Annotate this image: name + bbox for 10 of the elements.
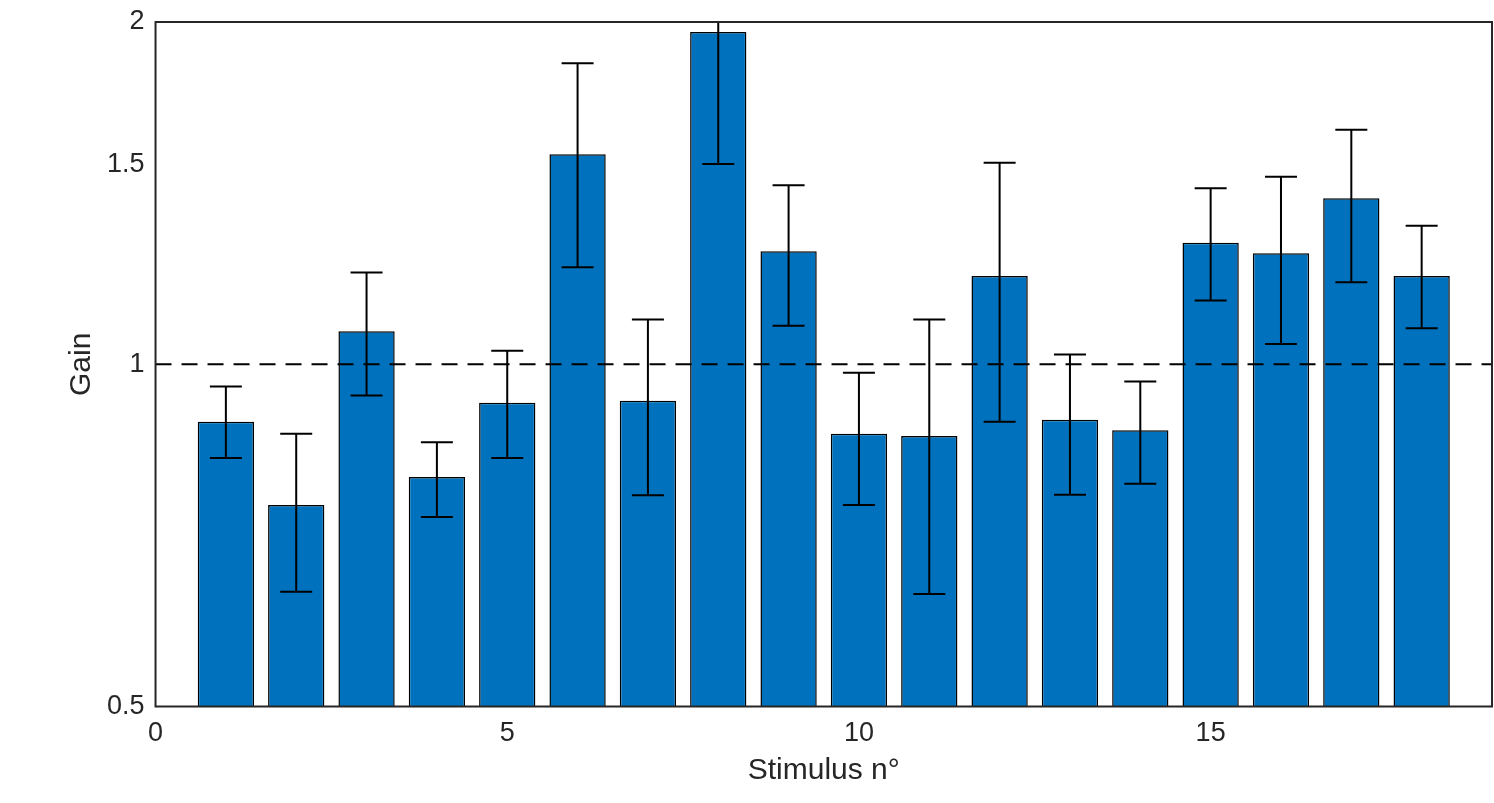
- y-tick-label: 1: [129, 347, 145, 378]
- y-tick-label: 1.5: [106, 147, 145, 178]
- x-tick-label: 10: [843, 717, 874, 748]
- x-tick-label: 5: [499, 717, 515, 748]
- x-tick-label: 15: [1195, 717, 1226, 748]
- y-axis-title: Gain: [63, 332, 97, 396]
- y-tick-label: 0.5: [106, 690, 145, 721]
- x-tick-label: 0: [148, 717, 164, 748]
- y-tick-label: 2: [129, 5, 145, 36]
- x-axis-title: Stimulus n°: [747, 752, 900, 786]
